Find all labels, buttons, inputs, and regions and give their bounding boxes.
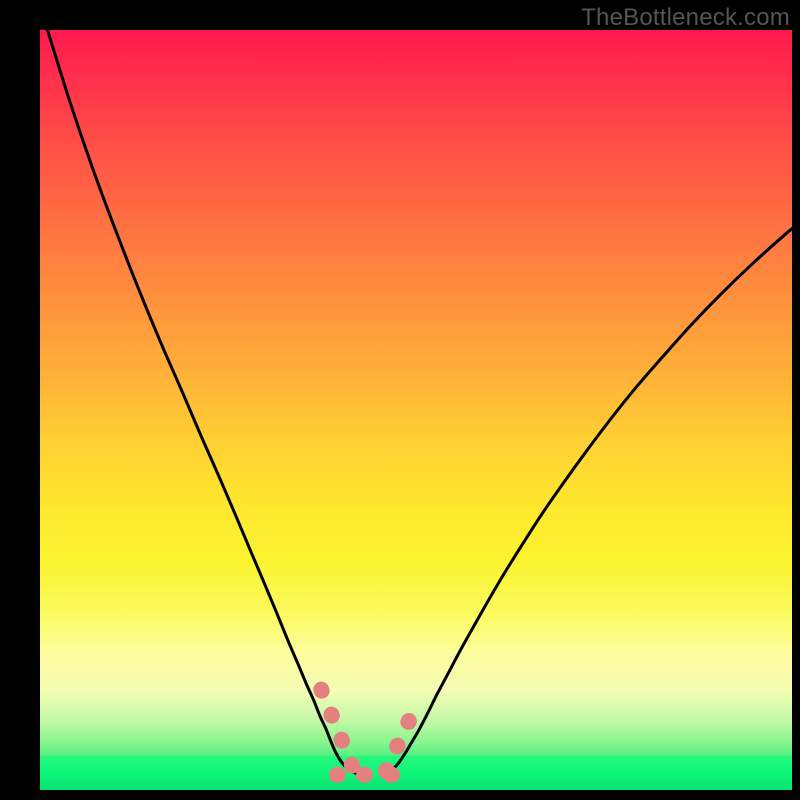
green-peak-band (40, 756, 792, 779)
gradient-background (40, 30, 792, 790)
bottleneck-chart (0, 0, 800, 800)
figure-root: TheBottleneck.com (0, 0, 800, 800)
watermark-text: TheBottleneck.com (581, 4, 790, 32)
